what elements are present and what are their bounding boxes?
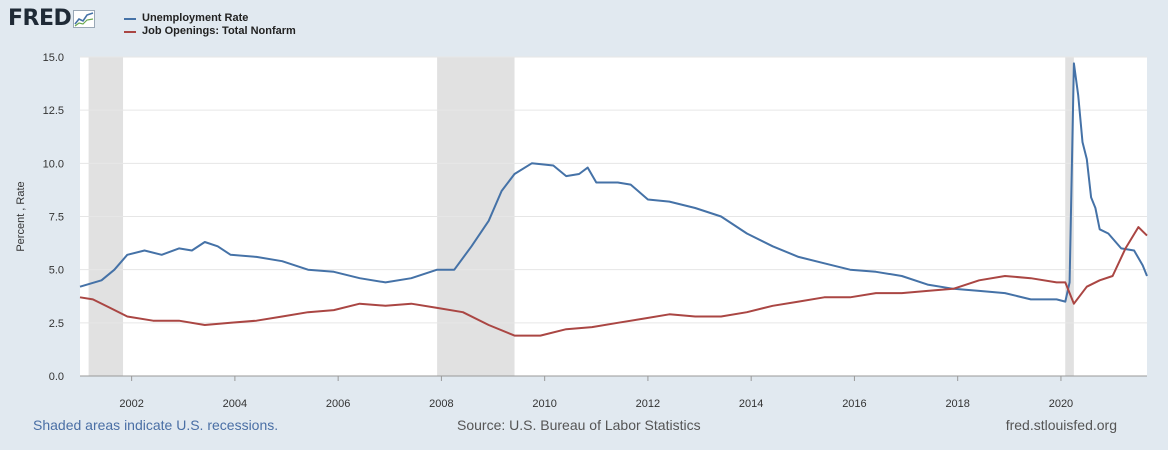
x-tick-label-9: 2020 [1049,398,1073,410]
recession-note: Shaded areas indicate U.S. recessions. [33,417,279,433]
fred-chart-logo-icon [73,9,96,28]
y-tick-label-0: 0.0 [49,371,64,383]
x-tick-label-7: 2016 [842,398,866,410]
x-tick-label-4: 2010 [532,398,556,410]
x-tick-label-5: 2012 [636,398,660,410]
legend-swatch-job-openings [124,30,136,33]
y-tick-label-1: 2.5 [49,318,64,330]
line-chart: 0.0 2.5 5.0 7.5 10.0 12.5 15.0 2002 2004 2006 2008… [15,52,1148,410]
x-tick-label-0: 2002 [119,398,143,410]
chart-legend: Unemployment Rate Job Openings: Total No… [124,12,296,38]
x-tick-label-2: 2006 [326,398,350,410]
legend-swatch-unemployment [124,17,136,20]
y-tick-label-5: 12.5 [43,105,64,117]
legend-item-job-openings[interactable]: Job Openings: Total Nonfarm [124,25,296,38]
source-credit: Source: U.S. Bureau of Labor Statistics [457,417,701,433]
fred-logo-text: FRED [8,6,72,31]
y-axis-label: Percent , Rate [15,181,27,251]
y-tick-label-2: 5.0 [49,265,64,277]
x-tick-label-8: 2018 [945,398,969,410]
y-tick-label-3: 7.5 [49,212,64,224]
x-tick-label-6: 2014 [739,398,763,410]
series-line-job-openings [79,226,1148,337]
x-tick-label-3: 2008 [429,398,453,410]
fred-logo[interactable]: FRED [8,6,96,31]
legend-label-unemployment: Unemployment Rate [142,12,249,24]
x-tick-label-1: 2004 [223,398,247,410]
y-tick-label-4: 10.0 [43,158,64,170]
legend-label-job-openings: Job Openings: Total Nonfarm [142,25,296,37]
legend-item-unemployment[interactable]: Unemployment Rate [124,12,296,25]
y-tick-label-6: 15.0 [43,52,64,64]
site-credit[interactable]: fred.stlouisfed.org [1005,417,1117,433]
series-line-unemployment-rate [79,62,1148,303]
